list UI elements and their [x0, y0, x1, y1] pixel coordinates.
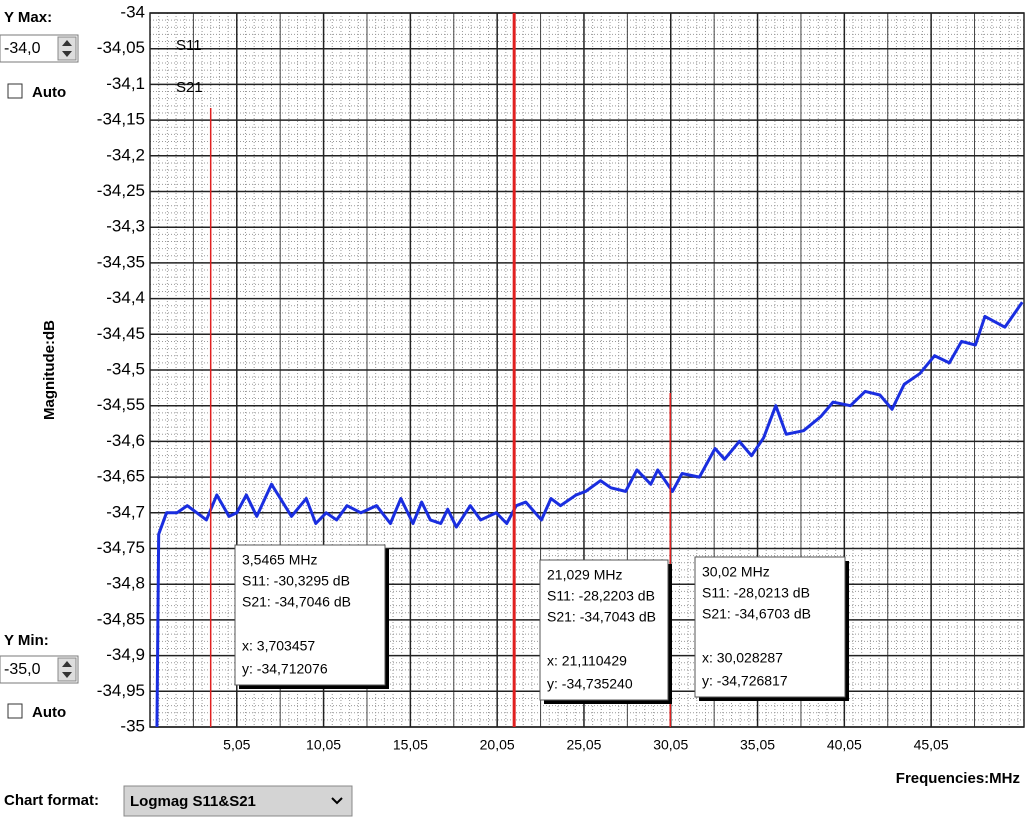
spin-arrows — [62, 661, 72, 678]
ymax-label: Y Max: — [4, 9, 52, 26]
marker-text: y: -34,726817 — [702, 673, 788, 689]
marker-text: S11: -30,3295 dB — [242, 573, 350, 589]
x-tick-label: 25,05 — [566, 737, 601, 753]
x-tick-label: 30,05 — [653, 737, 688, 753]
box-bg — [234, 544, 386, 686]
ymin-value: -35,0 — [4, 661, 41, 678]
y-tick-label: -34,25 — [97, 181, 145, 200]
y-tick-label: -34,75 — [97, 538, 145, 557]
ymin-spin[interactable] — [57, 657, 77, 682]
x-tick-label: 45,05 — [914, 737, 949, 753]
y-tick-label: -34,1 — [106, 74, 145, 93]
y-tick-label: -34,85 — [97, 609, 145, 628]
x-tick-label: 15,05 — [393, 737, 428, 753]
y-tick-label: -34,6 — [106, 431, 145, 450]
marker-text: S11: -28,0213 dB — [702, 585, 810, 601]
marker-text: S21: -34,7046 dB — [242, 594, 351, 610]
box-bg — [539, 559, 669, 701]
marker-box: 3,5465 MHz S11: -30,3295 dB S21: -34,7046 … — [234, 544, 389, 689]
marker-box: 30,02 MHz S11: -28,0213 dB S21: -34,6703 d… — [694, 556, 849, 701]
y-tick-label: -34,35 — [97, 252, 145, 271]
series-line — [155, 301, 1024, 728]
x-tick-label: 40,05 — [827, 737, 862, 753]
ymin-auto-label: Auto — [32, 704, 66, 721]
legend-entry: S11 — [176, 37, 202, 54]
box-bg — [694, 556, 846, 698]
ymax-auto-checkbox[interactable] — [7, 83, 23, 99]
marker-text: y: -34,712076 — [242, 661, 328, 677]
y-tick-label: -34,5 — [106, 359, 145, 378]
ymin-auto-checkbox[interactable] — [7, 703, 23, 719]
marker-box: 21,029 MHz S11: -28,2203 dB S21: -34,7043 … — [539, 559, 672, 704]
marker-text: S21: -34,6703 dB — [702, 606, 811, 622]
y-tick-label: -34,3 — [106, 217, 145, 236]
y-tick-label: -34,65 — [97, 467, 145, 486]
marker-text: y: -34,735240 — [547, 676, 633, 692]
ymax-value: -34,0 — [4, 40, 41, 57]
y-tick-label: -34,05 — [97, 38, 145, 57]
y-tick-label: -34,55 — [97, 395, 145, 414]
legend-entry: S21 — [176, 79, 203, 96]
spin-arrows — [62, 40, 72, 57]
format-value: Logmag S11&S21 — [130, 793, 256, 810]
marker-text: x: 30,028287 — [702, 650, 783, 666]
format-dropdown[interactable] — [123, 785, 353, 817]
x-axis-label: Frequencies:MHz — [896, 770, 1020, 787]
y-axis-label: Magnitude:dB — [41, 320, 58, 420]
y-tick-label: -34,7 — [106, 502, 145, 521]
plot-frame — [149, 12, 1025, 728]
y-tick-label: -34,2 — [106, 145, 145, 164]
dropdown-arrow — [331, 797, 343, 805]
marker-text: 30,02 MHz — [702, 564, 770, 580]
marker-text: 21,029 MHz — [547, 567, 622, 583]
x-tick-label: 5,05 — [223, 737, 250, 753]
y-tick-label: -34,45 — [97, 324, 145, 343]
marker-text: x: 3,703457 — [242, 638, 315, 654]
y-tick-label: -35 — [120, 716, 145, 735]
y-tick-label: -34 — [120, 2, 145, 21]
marker-text: x: 21,110429 — [547, 653, 627, 669]
y-tick-label: -34,15 — [97, 110, 145, 129]
ymin-label: Y Min: — [4, 632, 49, 649]
x-tick-label: 10,05 — [306, 737, 341, 753]
ymax-spin[interactable] — [57, 36, 77, 61]
x-tick-label: 35,05 — [740, 737, 775, 753]
marker-text: 3,5465 MHz — [242, 552, 317, 568]
marker-text: S21: -34,7043 dB — [547, 609, 656, 625]
ymax-auto-label: Auto — [32, 84, 66, 101]
x-tick-label: 20,05 — [480, 737, 515, 753]
y-tick-label: -34,95 — [97, 681, 145, 700]
y-tick-label: -34,8 — [106, 574, 145, 593]
y-tick-label: -34,4 — [106, 288, 145, 307]
y-tick-label: -34,9 — [106, 645, 145, 664]
format-label: Chart format: — [4, 792, 99, 809]
marker-text: S11: -28,2203 dB — [547, 588, 655, 604]
